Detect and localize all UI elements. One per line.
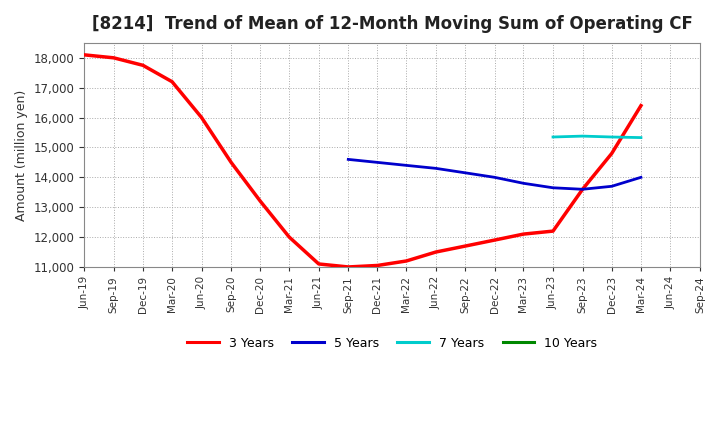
Y-axis label: Amount (million yen): Amount (million yen): [15, 89, 28, 220]
Legend: 3 Years, 5 Years, 7 Years, 10 Years: 3 Years, 5 Years, 7 Years, 10 Years: [182, 332, 602, 355]
Title: [8214]  Trend of Mean of 12-Month Moving Sum of Operating CF: [8214] Trend of Mean of 12-Month Moving …: [91, 15, 693, 33]
